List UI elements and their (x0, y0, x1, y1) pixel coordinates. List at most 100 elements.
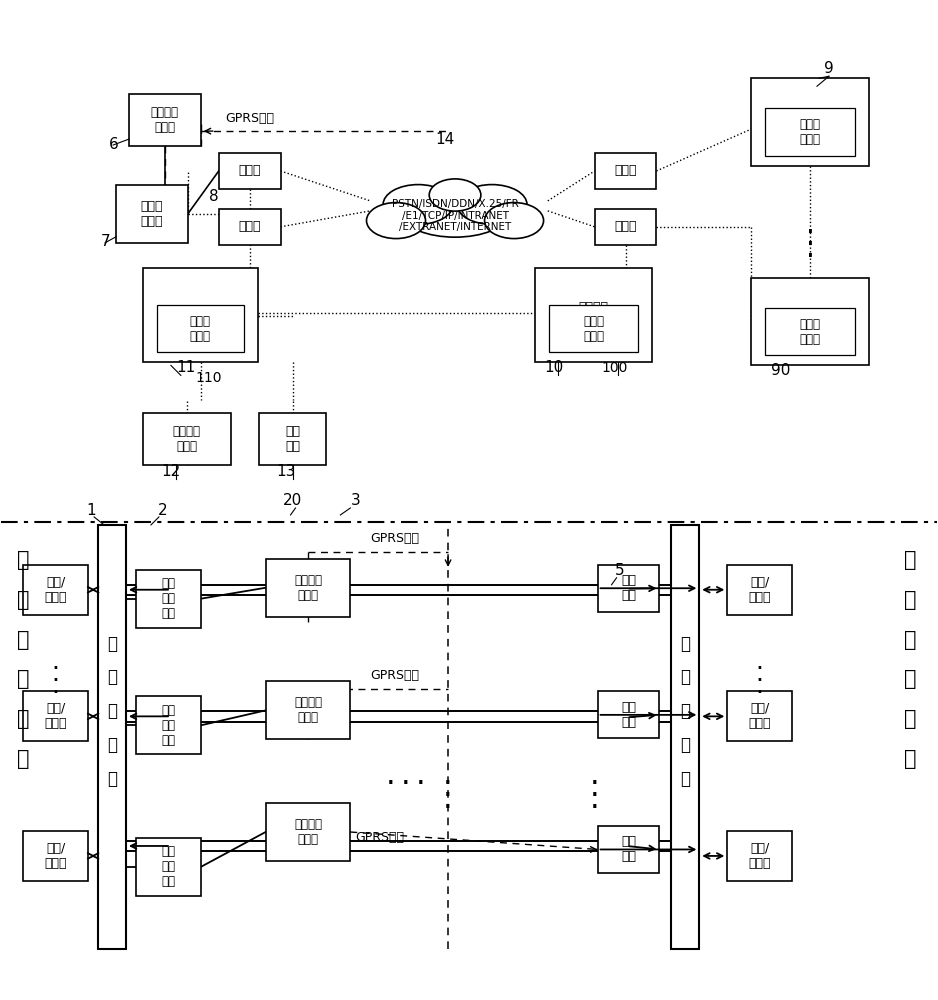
FancyBboxPatch shape (219, 153, 280, 189)
Text: 架: 架 (680, 770, 690, 788)
Text: 无线调制
解调器: 无线调制 解调器 (173, 425, 201, 453)
Ellipse shape (367, 203, 426, 239)
FancyBboxPatch shape (727, 691, 792, 741)
Text: ·: · (52, 657, 60, 681)
Text: 路由器: 路由器 (238, 220, 261, 233)
Text: 20: 20 (283, 493, 302, 508)
Text: ·: · (806, 231, 814, 259)
Text: 架: 架 (107, 770, 117, 788)
FancyBboxPatch shape (136, 570, 201, 628)
Text: 测: 测 (17, 590, 30, 610)
Text: 1: 1 (86, 503, 96, 518)
FancyBboxPatch shape (595, 153, 657, 189)
Text: 2: 2 (159, 503, 168, 518)
Ellipse shape (383, 185, 453, 224)
Ellipse shape (485, 203, 544, 239)
Text: 光时域
反射仪: 光时域 反射仪 (141, 200, 163, 228)
Text: ·: · (52, 669, 60, 693)
Text: ·: · (590, 794, 599, 823)
Text: 10: 10 (544, 360, 564, 375)
Text: 90: 90 (771, 363, 791, 378)
Text: ·: · (444, 782, 453, 811)
Text: 光功率采
集单元: 光功率采 集单元 (294, 818, 322, 846)
Text: 9: 9 (825, 61, 834, 76)
Text: 发送/
接收端: 发送/ 接收端 (749, 842, 771, 870)
Text: 光滤
波器: 光滤 波器 (621, 701, 636, 729)
Text: 监测客户端: 监测客户端 (792, 116, 829, 129)
Text: 地理信
息平台: 地理信 息平台 (799, 318, 821, 346)
Ellipse shape (430, 179, 481, 211)
FancyBboxPatch shape (598, 565, 659, 612)
FancyBboxPatch shape (751, 78, 869, 166)
Text: 光功率采
集单元: 光功率采 集单元 (294, 696, 322, 724)
Text: 分: 分 (107, 702, 117, 720)
Text: 14: 14 (435, 132, 454, 147)
Text: 发送/
接收端: 发送/ 接收端 (44, 842, 67, 870)
Text: 7: 7 (101, 234, 111, 249)
Text: 发送/
接收端: 发送/ 接收端 (44, 702, 67, 730)
Text: GPRS网络: GPRS网络 (371, 669, 419, 682)
Text: 6: 6 (109, 137, 119, 152)
FancyBboxPatch shape (595, 209, 657, 245)
Text: 监控中心: 监控中心 (186, 309, 216, 322)
Text: 地理信
息平台: 地理信 息平台 (583, 315, 604, 343)
FancyBboxPatch shape (265, 803, 351, 861)
FancyBboxPatch shape (219, 209, 280, 245)
Text: 纤: 纤 (107, 668, 117, 686)
FancyBboxPatch shape (549, 305, 639, 352)
Text: 监: 监 (17, 550, 30, 570)
Text: ·: · (806, 219, 814, 247)
Text: 光: 光 (904, 550, 917, 570)
Ellipse shape (404, 195, 506, 237)
Text: 设: 设 (17, 709, 30, 729)
Text: 5: 5 (614, 563, 625, 578)
Ellipse shape (457, 185, 527, 224)
Text: 3: 3 (351, 493, 360, 508)
Text: 12: 12 (161, 464, 180, 479)
FancyBboxPatch shape (265, 681, 351, 739)
Text: 光: 光 (680, 635, 690, 653)
Text: 地理信
息平台: 地理信 息平台 (799, 118, 821, 146)
Text: 光: 光 (107, 635, 117, 653)
FancyBboxPatch shape (23, 831, 88, 881)
Text: 光功率采
集单元: 光功率采 集单元 (294, 574, 322, 602)
Text: 护: 护 (17, 669, 30, 689)
Text: 输: 输 (904, 669, 917, 689)
FancyBboxPatch shape (136, 838, 201, 896)
Text: 路由器: 路由器 (614, 164, 637, 177)
Text: 11: 11 (175, 360, 195, 375)
FancyBboxPatch shape (672, 525, 700, 949)
Text: 资源管理
客户端: 资源管理 客户端 (579, 301, 609, 329)
Text: 光滤
波器: 光滤 波器 (621, 835, 636, 863)
Text: ·: · (416, 770, 425, 799)
Text: ·: · (52, 681, 60, 705)
Text: 光波
用复
用器: 光波 用复 用器 (161, 845, 175, 888)
Text: 配: 配 (107, 736, 117, 754)
FancyBboxPatch shape (23, 565, 88, 615)
Text: 分: 分 (680, 702, 690, 720)
Text: GPRS网络: GPRS网络 (371, 532, 419, 545)
Text: 发送/
接收端: 发送/ 接收端 (749, 702, 771, 730)
FancyBboxPatch shape (598, 691, 659, 738)
Text: ·: · (444, 794, 453, 823)
FancyBboxPatch shape (136, 696, 201, 754)
Text: 100: 100 (601, 361, 628, 375)
Text: ·: · (756, 657, 764, 681)
Text: 路由器: 路由器 (238, 164, 261, 177)
Text: ·: · (444, 770, 453, 799)
FancyBboxPatch shape (765, 308, 855, 355)
FancyBboxPatch shape (143, 413, 231, 465)
FancyBboxPatch shape (751, 278, 869, 365)
Text: 纤: 纤 (680, 668, 690, 686)
Text: ·: · (590, 770, 599, 799)
Text: 监测客户端: 监测客户端 (792, 315, 829, 328)
Text: 路由器: 路由器 (614, 220, 637, 233)
Text: 光滤
波器: 光滤 波器 (621, 574, 636, 602)
Text: 传: 传 (904, 630, 917, 650)
Text: ·: · (590, 782, 599, 811)
Text: 光波
用复
用器: 光波 用复 用器 (161, 577, 175, 620)
FancyBboxPatch shape (116, 185, 188, 243)
Text: 设: 设 (904, 709, 917, 729)
FancyBboxPatch shape (129, 94, 201, 146)
Text: 110: 110 (196, 371, 222, 385)
